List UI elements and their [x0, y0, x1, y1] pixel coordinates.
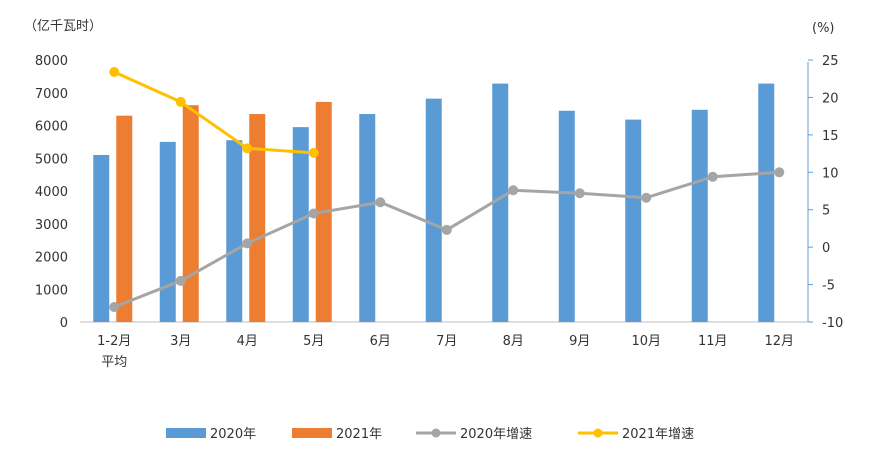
point-2020年增速-1-2月 — [109, 302, 120, 313]
lines — [109, 66, 785, 313]
right-tick-label: 15 — [822, 129, 839, 144]
bar-2020年-11月 — [691, 109, 708, 322]
right-tick-label: 10 — [822, 166, 839, 181]
x-tick-label: 6月 — [370, 334, 391, 349]
bar-2021年-1-2月 — [116, 115, 133, 322]
right-tick-label: 20 — [822, 91, 839, 106]
point-2020年增速-10月 — [641, 192, 652, 203]
bar-2021年-3月 — [182, 105, 199, 322]
point-2020年增速-7月 — [441, 224, 452, 235]
point-2021年增速-3月 — [175, 96, 186, 107]
line-2020年增速 — [113, 170, 780, 309]
point-2020年增速-6月 — [375, 197, 386, 208]
left-tick-label: 3000 — [35, 218, 68, 233]
x-tick-label-line2: 平均 — [101, 355, 127, 370]
bar-2021年-4月 — [249, 114, 266, 322]
bar-2020年-12月 — [758, 83, 775, 322]
left-tick-label: 4000 — [35, 185, 68, 200]
x-tick-label: 5月 — [303, 334, 324, 349]
x-tick-label: 12月 — [764, 334, 794, 349]
bar-2020年-7月 — [425, 98, 442, 323]
left-tick-label: 5000 — [35, 152, 68, 167]
legend-marker-2021-growth — [593, 428, 603, 438]
x-tick-label: 7月 — [436, 334, 457, 349]
legend-marker-2020-growth — [431, 428, 441, 438]
point-2020年增速-8月 — [508, 185, 519, 196]
right-tick-label: 25 — [822, 54, 839, 69]
left-tick-label: 8000 — [35, 54, 68, 69]
x-tick-label: 1-2月 — [97, 334, 131, 349]
point-2020年增速-9月 — [574, 188, 585, 199]
point-2021年增速-1-2月 — [109, 66, 120, 77]
bar-2020年-8月 — [492, 83, 509, 322]
legend-label-2021-growth: 2021年增速 — [622, 427, 694, 442]
bars — [93, 83, 775, 323]
left-tick-label: 0 — [60, 316, 68, 331]
point-2020年增速-3月 — [175, 275, 186, 286]
point-2020年增速-12月 — [774, 167, 785, 178]
right-axis-unit: (%) — [812, 21, 835, 36]
point-2020年增速-11月 — [707, 171, 718, 182]
point-2021年增速-5月 — [308, 147, 319, 158]
x-tick-label: 8月 — [503, 334, 524, 349]
bar-2020年-4月 — [226, 140, 243, 322]
bar-2020年-6月 — [359, 114, 376, 322]
point-2021年增速-4月 — [242, 143, 253, 154]
right-tick-label: -10 — [822, 316, 843, 331]
legend-label-2021: 2021年 — [336, 427, 382, 442]
bar-2020年-9月 — [558, 110, 575, 322]
bar-2020年-5月 — [292, 127, 309, 322]
left-tick-label: 1000 — [35, 283, 68, 298]
legend-label-2020-growth: 2020年增速 — [460, 427, 532, 442]
right-tick-label: 5 — [822, 204, 830, 219]
left-axis-unit: （亿千瓦时） — [24, 19, 102, 34]
legend-swatch-2021 — [292, 428, 332, 438]
left-axis: 0 1000 2000 3000 4000 5000 6000 7000 8000 — [35, 54, 68, 331]
bar-2020年-10月 — [625, 119, 642, 322]
legend-swatch-2020 — [166, 428, 206, 438]
right-tick-label: -5 — [822, 279, 835, 294]
point-2020年增速-4月 — [242, 238, 253, 249]
left-tick-label: 6000 — [35, 120, 68, 135]
x-tick-label: 3月 — [170, 334, 191, 349]
point-2020年增速-5月 — [308, 208, 319, 219]
x-tick-label: 9月 — [569, 334, 590, 349]
line-2021年增速 — [113, 70, 314, 155]
right-tick-label: 0 — [822, 241, 830, 256]
x-tick-label: 4月 — [237, 334, 258, 349]
left-tick-label: 7000 — [35, 87, 68, 102]
right-axis: -10 -5 0 5 10 15 20 25 — [808, 54, 843, 331]
x-tick-label: 10月 — [631, 334, 661, 349]
legend: 2020年 2021年 2020年增速 2021年增速 — [166, 427, 694, 442]
left-tick-label: 2000 — [35, 251, 68, 266]
bar-2020年-1-2月 — [93, 154, 110, 322]
bar-2020年-3月 — [159, 141, 176, 322]
x-tick-label: 11月 — [698, 334, 728, 349]
legend-label-2020: 2020年 — [210, 427, 256, 442]
